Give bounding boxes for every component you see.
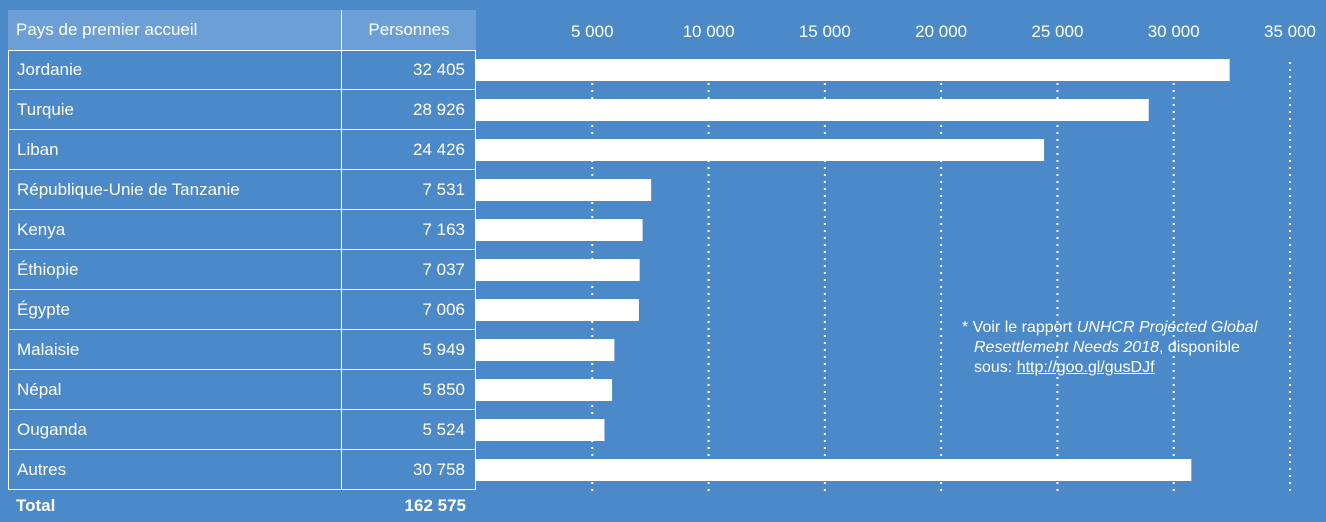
footnote-line-3: sous: http://goo.gl/gusDJf — [962, 358, 1326, 378]
table-row: Kenya 7 163 — [8, 210, 476, 250]
table-row: Liban 24 426 — [8, 130, 476, 170]
x-tick-label: 35 000 — [1264, 22, 1316, 41]
table-header: Pays de premier accueil Personnes — [8, 10, 476, 50]
row-country: Ouganda — [17, 419, 87, 439]
row-value: 5 524 — [340, 410, 475, 449]
total-value: 162 575 — [404, 496, 466, 515]
row-country: Kenya — [17, 219, 66, 239]
row-country: Liban — [17, 139, 59, 159]
footnote-sous: sous: — [974, 359, 1017, 376]
bar — [476, 379, 613, 401]
table-row: République-Unie de Tanzanie 7 531 — [8, 170, 476, 210]
table-row: Égypte 7 006 — [8, 290, 476, 330]
x-tick-label: 30 000 — [1148, 22, 1200, 41]
row-country: Népal — [17, 379, 62, 399]
row-value: 28 926 — [340, 90, 475, 129]
row-value: 32 405 — [340, 51, 475, 89]
bar — [476, 59, 1230, 81]
bar — [476, 219, 643, 241]
footnote-report-title-2: Resettlement Needs 2018 — [974, 339, 1159, 356]
footnote-link[interactable]: http://goo.gl/gusDJf — [1016, 359, 1155, 376]
x-tick-label: 5 000 — [571, 22, 614, 41]
row-value: 24 426 — [340, 130, 475, 169]
row-country: Éthiopie — [17, 259, 79, 279]
bar — [476, 299, 639, 321]
row-country: Jordanie — [17, 60, 83, 79]
x-tick-label: 25 000 — [1031, 22, 1083, 41]
header-value: Personnes — [341, 10, 476, 50]
row-country: République-Unie de Tanzanie — [17, 179, 240, 199]
row-value: 5 850 — [340, 370, 475, 409]
bar — [476, 339, 615, 361]
row-value: 5 949 — [340, 330, 475, 369]
footnote-suffix: , disponible — [1159, 339, 1240, 356]
table-row: Éthiopie 7 037 — [8, 250, 476, 290]
footnote-report-title-1: UNHCR Projected Global — [1076, 319, 1258, 336]
row-country: Malaisie — [17, 339, 80, 359]
footnote-line-2: Resettlement Needs 2018, disponible — [962, 338, 1326, 358]
bar — [476, 99, 1149, 121]
row-country: Turquie — [17, 99, 75, 119]
x-tick-label: 10 000 — [683, 22, 735, 41]
row-country: Autres — [17, 459, 67, 479]
bar — [476, 179, 652, 201]
header-country: Pays de premier accueil — [16, 20, 198, 39]
table-row: Malaisie 5 949 — [8, 330, 476, 370]
row-value: 30 758 — [340, 450, 475, 489]
row-value: 7 006 — [340, 290, 475, 329]
row-value: 7 531 — [340, 170, 475, 209]
footnote-prefix: * Voir le rapport — [962, 319, 1077, 336]
row-value: 7 037 — [340, 250, 475, 289]
table-row: Ouganda 5 524 — [8, 410, 476, 450]
footnote-line-1: * Voir le rapport UNHCR Projected Global — [962, 318, 1326, 338]
x-tick-label: 15 000 — [799, 22, 851, 41]
table-total-row: Total 162 575 — [8, 490, 476, 522]
bar — [476, 419, 605, 441]
bar — [476, 139, 1045, 161]
row-country: Égypte — [17, 299, 70, 319]
row-value: 7 163 — [340, 210, 475, 249]
bar — [476, 259, 640, 281]
x-tick-label: 20 000 — [915, 22, 967, 41]
table-row: Turquie 28 926 — [8, 90, 476, 130]
table-row: Autres 30 758 — [8, 450, 476, 490]
total-label: Total — [16, 496, 56, 515]
bar — [476, 459, 1192, 481]
data-table: Pays de premier accueil Personnes Jordan… — [8, 10, 476, 522]
table-row: Népal 5 850 — [8, 370, 476, 410]
footnote: * Voir le rapport UNHCR Projected Global… — [962, 318, 1326, 378]
table-row: Jordanie 32 405 — [8, 50, 476, 90]
